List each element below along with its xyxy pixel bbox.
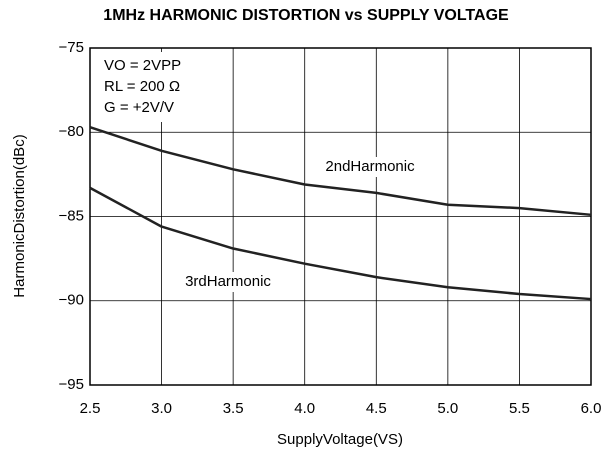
y-tick-label: −85 [59, 207, 84, 224]
series-label: 2ndHarmonic [325, 158, 415, 175]
x-tick-label: 3.5 [223, 400, 244, 417]
y-tick-label: −90 [59, 292, 84, 309]
x-tick-label: 5.5 [509, 400, 530, 417]
x-axis-label: SupplyVoltage(VS) [277, 431, 403, 448]
series-line [89, 186, 592, 301]
condition-label: RL = 200 Ω [104, 78, 180, 95]
x-tick-label: 4.0 [294, 400, 315, 417]
chart-title: 1MHz HARMONIC DISTORTION vs SUPPLY VOLTA… [103, 7, 509, 24]
series-line [89, 126, 592, 217]
label-background [173, 272, 283, 292]
label-background [315, 157, 425, 177]
x-tick-label: 4.5 [366, 400, 387, 417]
x-tick-label: 2.5 [80, 400, 101, 417]
condition-label: VO = 2VPP [104, 57, 181, 74]
series-label: 3rdHarmonic [185, 273, 271, 290]
y-tick-label: −95 [59, 376, 84, 393]
y-tick-label: −80 [59, 123, 84, 140]
x-tick-label: 3.0 [151, 400, 172, 417]
x-tick-label: 5.0 [437, 400, 458, 417]
y-tick-label: −75 [59, 39, 84, 56]
conditions-background [92, 52, 212, 122]
condition-label: G = +2V/V [104, 99, 174, 116]
x-tick-label: 6.0 [581, 400, 602, 417]
y-axis-label: HarmonicDistortion(dBc) [11, 134, 28, 297]
